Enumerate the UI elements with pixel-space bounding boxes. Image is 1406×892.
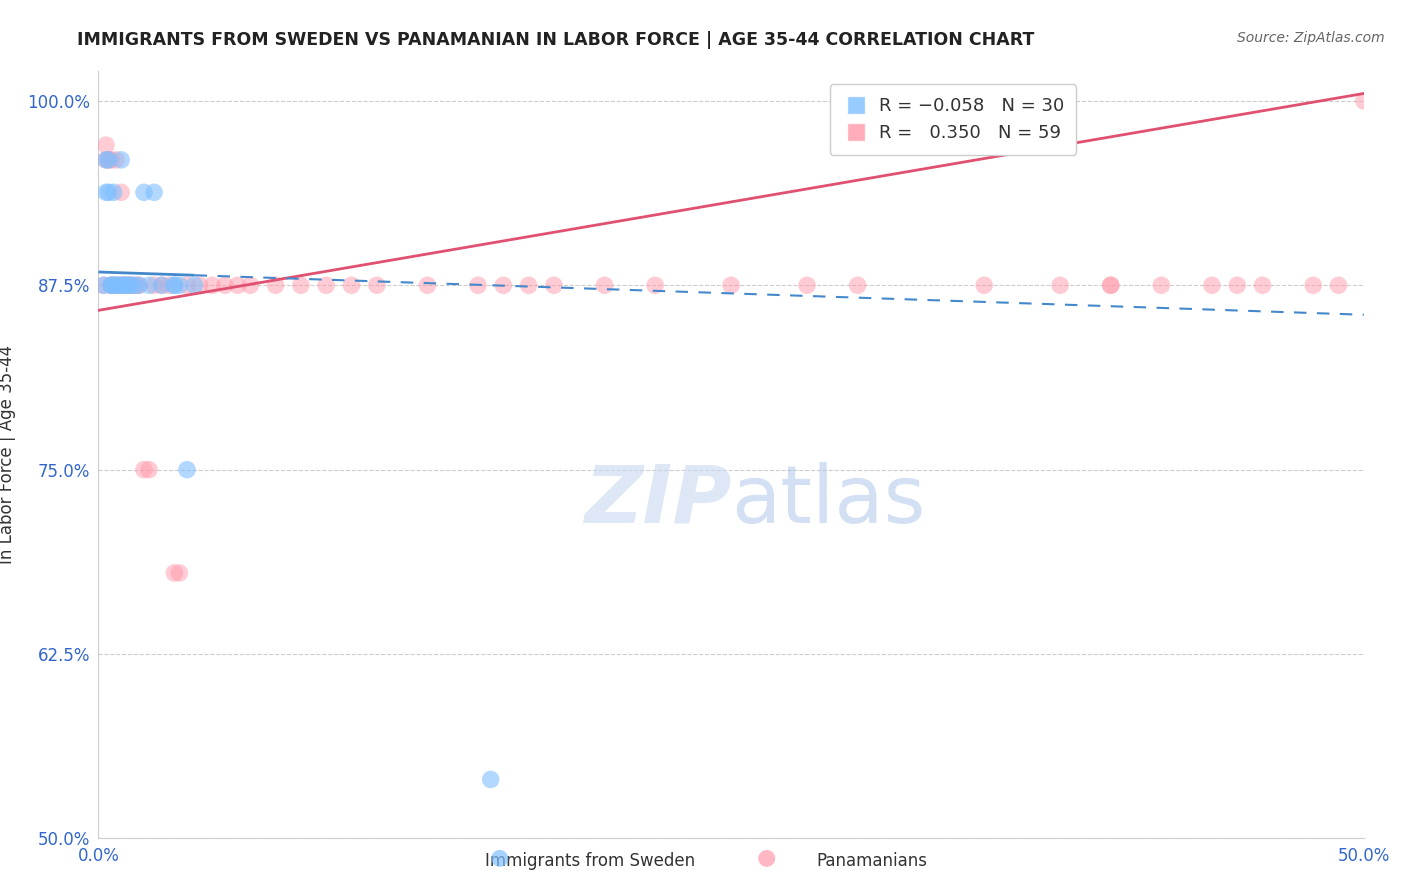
Point — [163, 566, 186, 580]
Point — [1353, 94, 1375, 108]
Point — [107, 278, 129, 293]
Point — [150, 278, 173, 293]
Point — [467, 278, 489, 293]
Point — [105, 278, 128, 293]
Point — [1251, 278, 1274, 293]
Text: Panamanians: Panamanians — [817, 852, 927, 870]
Point — [112, 278, 135, 293]
Point — [1201, 278, 1223, 293]
Text: ZIP: ZIP — [583, 462, 731, 540]
Point — [201, 278, 224, 293]
Point — [112, 278, 135, 293]
Point — [100, 278, 122, 293]
Point — [644, 278, 666, 293]
Point — [138, 463, 160, 477]
Point — [122, 278, 145, 293]
Point — [143, 186, 166, 200]
Point — [107, 278, 129, 293]
Point — [796, 278, 818, 293]
Point — [1099, 278, 1122, 293]
Point — [110, 153, 132, 167]
Point — [366, 278, 388, 293]
Point — [93, 278, 115, 293]
Point — [239, 278, 262, 293]
Point — [416, 278, 439, 293]
Point — [128, 278, 150, 293]
Y-axis label: In Labor Force | Age 35-44: In Labor Force | Age 35-44 — [0, 345, 15, 565]
Point — [103, 278, 125, 293]
Point — [1150, 278, 1173, 293]
Point — [115, 278, 138, 293]
Point — [128, 278, 150, 293]
Text: atlas: atlas — [731, 462, 925, 540]
Point — [543, 278, 565, 293]
Point — [1049, 278, 1071, 293]
Point — [157, 278, 180, 293]
Point — [264, 278, 287, 293]
Point — [120, 278, 142, 293]
Point — [118, 278, 141, 293]
Point — [118, 278, 141, 293]
Point — [97, 153, 120, 167]
Point — [517, 278, 540, 293]
Point — [120, 278, 142, 293]
Point — [115, 278, 138, 293]
Point — [183, 278, 205, 293]
Point — [94, 153, 117, 167]
Point — [150, 278, 173, 293]
Text: ●: ● — [489, 847, 509, 867]
Point — [100, 278, 122, 293]
Point — [100, 153, 122, 167]
Point — [110, 278, 132, 293]
Point — [163, 278, 186, 293]
Point — [1302, 278, 1324, 293]
Point — [100, 278, 122, 293]
Point — [169, 278, 191, 293]
Point — [97, 186, 120, 200]
Point — [1099, 278, 1122, 293]
Point — [125, 278, 148, 293]
Point — [110, 186, 132, 200]
Point — [593, 278, 616, 293]
Point — [112, 278, 135, 293]
Point — [1226, 278, 1249, 293]
Point — [214, 278, 236, 293]
Point — [105, 278, 128, 293]
Text: IMMIGRANTS FROM SWEDEN VS PANAMANIAN IN LABOR FORCE | AGE 35-44 CORRELATION CHAR: IMMIGRANTS FROM SWEDEN VS PANAMANIAN IN … — [77, 31, 1035, 49]
Point — [103, 186, 125, 200]
Point — [973, 278, 995, 293]
Point — [93, 278, 115, 293]
Point — [132, 186, 155, 200]
Point — [100, 278, 122, 293]
Point — [290, 278, 312, 293]
Point — [720, 278, 742, 293]
Point — [163, 278, 186, 293]
Point — [105, 278, 128, 293]
Point — [176, 463, 198, 477]
Point — [1327, 278, 1350, 293]
Text: Source: ZipAtlas.com: Source: ZipAtlas.com — [1237, 31, 1385, 45]
Point — [315, 278, 337, 293]
Point — [176, 278, 198, 293]
Point — [94, 186, 117, 200]
Legend: R = −0.058   N = 30, R =   0.350   N = 59: R = −0.058 N = 30, R = 0.350 N = 59 — [830, 84, 1077, 154]
Point — [94, 138, 117, 153]
Point — [94, 153, 117, 167]
Point — [492, 278, 515, 293]
Point — [846, 278, 869, 293]
Point — [132, 463, 155, 477]
Point — [340, 278, 363, 293]
Point — [169, 566, 191, 580]
Point — [143, 278, 166, 293]
Point — [188, 278, 211, 293]
Point — [479, 772, 502, 787]
Point — [138, 278, 160, 293]
Point — [103, 278, 125, 293]
Text: Immigrants from Sweden: Immigrants from Sweden — [485, 852, 696, 870]
Point — [112, 278, 135, 293]
Point — [226, 278, 249, 293]
Text: ●: ● — [756, 847, 776, 867]
Point — [105, 153, 128, 167]
Point — [97, 153, 120, 167]
